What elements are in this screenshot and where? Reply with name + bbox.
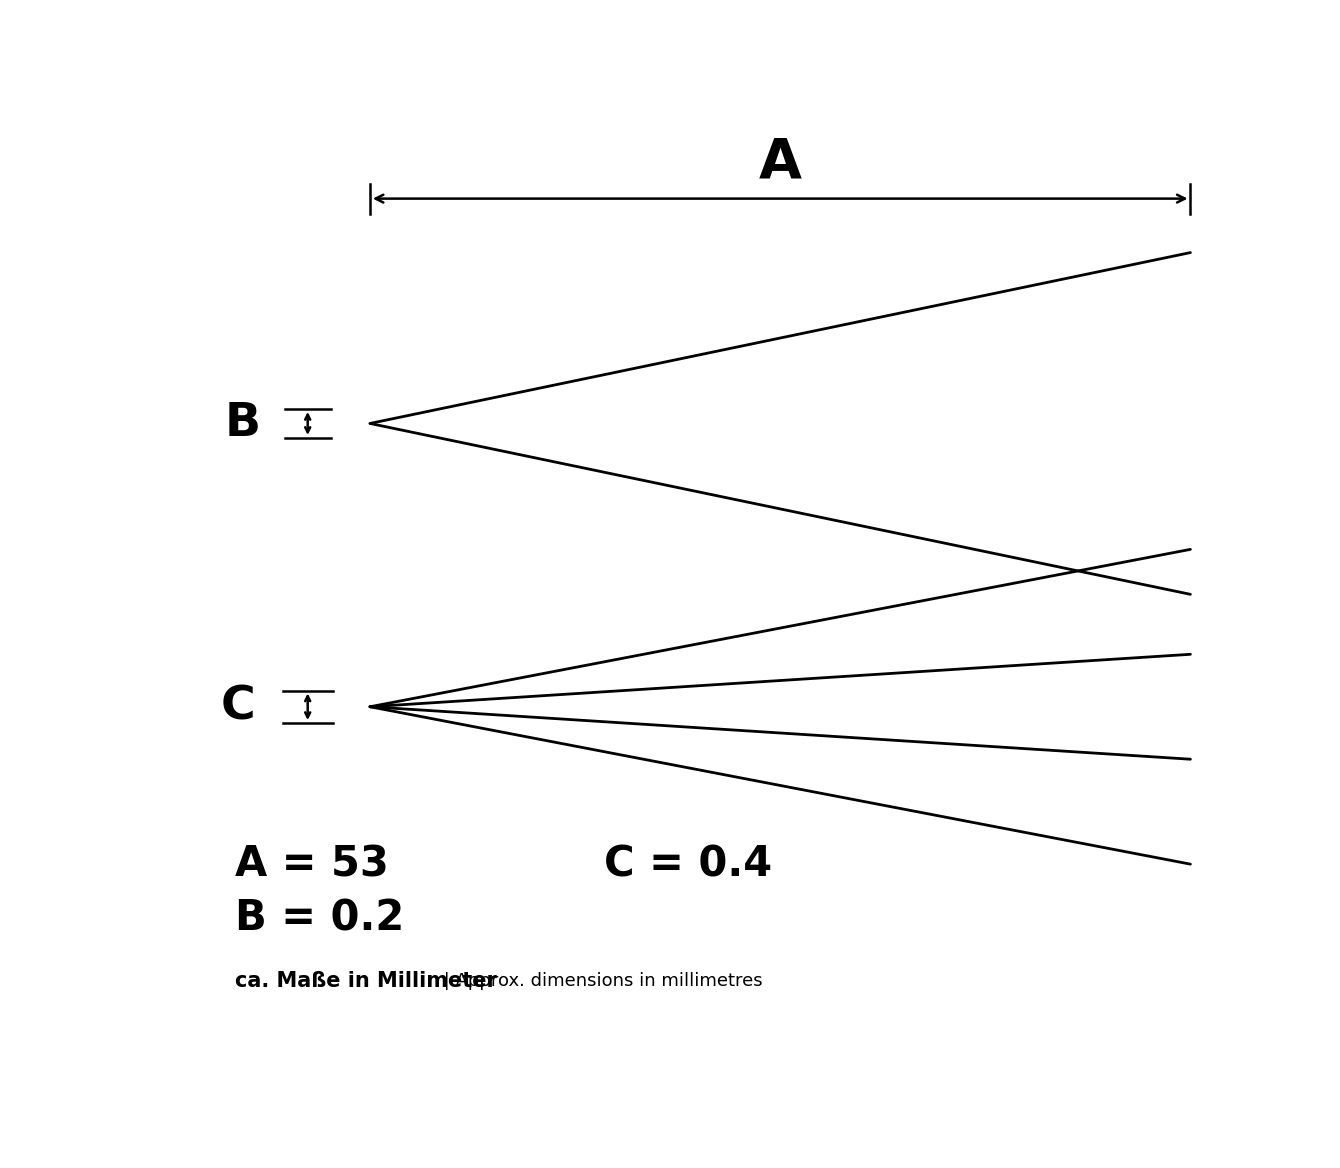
Text: C = 0.4: C = 0.4 bbox=[603, 843, 772, 885]
Text: | Approx. dimensions in millimetres: | Approx. dimensions in millimetres bbox=[437, 972, 762, 990]
Text: C: C bbox=[221, 684, 256, 729]
Text: ca. Maße in Millimeter: ca. Maße in Millimeter bbox=[234, 971, 497, 992]
Text: B = 0.2: B = 0.2 bbox=[234, 897, 405, 939]
Text: B: B bbox=[224, 401, 260, 446]
Text: A: A bbox=[758, 135, 801, 189]
Text: A = 53: A = 53 bbox=[234, 843, 389, 885]
